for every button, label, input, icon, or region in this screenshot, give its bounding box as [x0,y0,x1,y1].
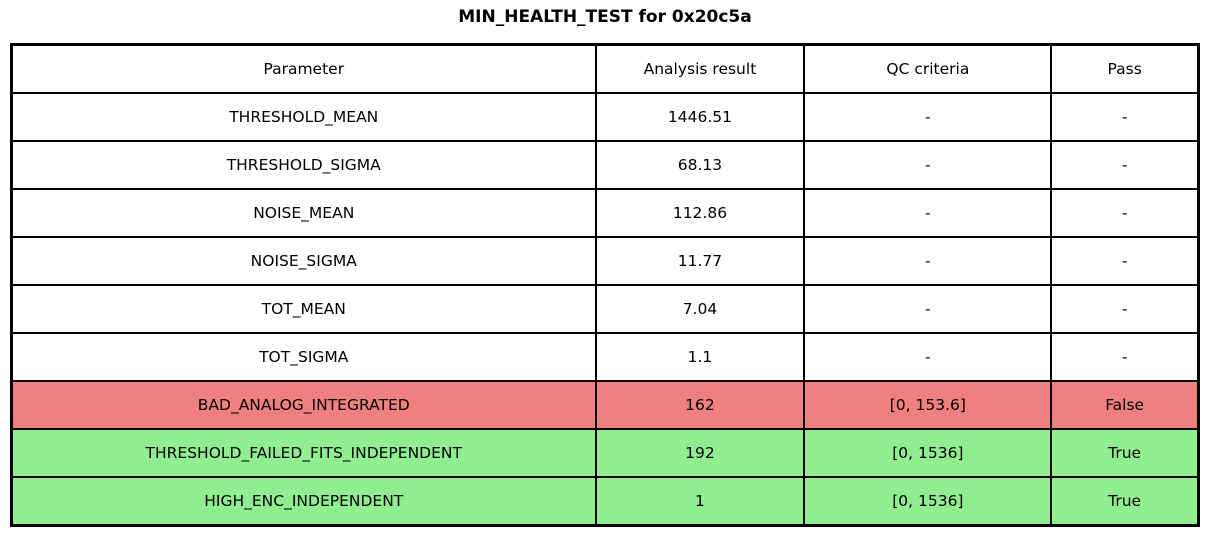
cell-qc-criteria: - [803,140,1053,190]
cell-parameter: NOISE_MEAN [10,188,597,238]
cell-pass: True [1050,476,1200,527]
cell-parameter: TOT_MEAN [10,284,597,334]
cell-analysis-result: 162 [594,380,806,430]
qc-results-table: Parameter Analysis result QC criteria Pa… [10,43,1200,527]
table-row: BAD_ANALOG_INTEGRATED 162 [0, 153.6] False [10,380,1200,430]
column-header-pass: Pass [1050,43,1200,94]
table-row: THRESHOLD_SIGMA 68.13- - [10,140,1200,190]
cell-parameter: THRESHOLD_SIGMA [10,140,597,190]
cell-pass: False [1050,380,1200,430]
table-body: THRESHOLD_MEAN 1446.51- - THRESHOLD_SIGMA 68… [10,92,1200,527]
cell-qc-criteria: [0, 1536] [803,428,1053,478]
table-row: NOISE_SIGMA 11.77- - [10,236,1200,286]
header-row: Parameter Analysis result QC criteria Pa… [10,43,1200,94]
cell-pass: - [1050,236,1200,286]
table-row: HIGH_ENC_INDEPENDENT 1 [0, 1536] True [10,476,1200,527]
table-row: TOT_MEAN 7.04- - [10,284,1200,334]
cell-qc-criteria: [0, 153.6] [803,380,1053,430]
cell-qc-criteria: [0, 1536] [803,476,1053,527]
cell-qc-criteria: - [803,188,1053,238]
cell-pass: - [1050,284,1200,334]
cell-qc-criteria: - [803,332,1053,382]
cell-analysis-result: 112.86 [594,188,806,238]
table-row: NOISE_MEAN 112.86- - [10,188,1200,238]
cell-parameter: THRESHOLD_FAILED_FITS_INDEPENDENT [10,428,597,478]
cell-analysis-result: 11.77 [594,236,806,286]
cell-analysis-result: 68.13 [594,140,806,190]
cell-analysis-result: 1 [594,476,806,527]
cell-parameter: HIGH_ENC_INDEPENDENT [10,476,597,527]
table-row: THRESHOLD_MEAN 1446.51- - [10,92,1200,142]
column-header-qc-criteria: QC criteria [803,43,1053,94]
cell-analysis-result: 7.04 [594,284,806,334]
column-header-analysis-result: Analysis result [594,43,806,94]
figure-title: MIN_HEALTH_TEST for 0x20c5a [458,7,752,27]
cell-qc-criteria: - [803,92,1053,142]
column-header-parameter: Parameter [10,43,597,94]
cell-pass: - [1050,140,1200,190]
cell-parameter: NOISE_SIGMA [10,236,597,286]
table-row: TOT_SIGMA 1.1- - [10,332,1200,382]
cell-analysis-result: 1.1 [594,332,806,382]
cell-qc-criteria: - [803,284,1053,334]
cell-analysis-result: 1446.51 [594,92,806,142]
table-row: THRESHOLD_FAILED_FITS_INDEPENDENT 192 [0, … [10,428,1200,478]
cell-qc-criteria: - [803,236,1053,286]
cell-parameter: TOT_SIGMA [10,332,597,382]
cell-parameter: THRESHOLD_MEAN [10,92,597,142]
cell-pass: - [1050,332,1200,382]
cell-pass: - [1050,92,1200,142]
cell-pass: True [1050,428,1200,478]
cell-analysis-result: 192 [594,428,806,478]
cell-parameter: BAD_ANALOG_INTEGRATED [10,380,597,430]
cell-pass: - [1050,188,1200,238]
